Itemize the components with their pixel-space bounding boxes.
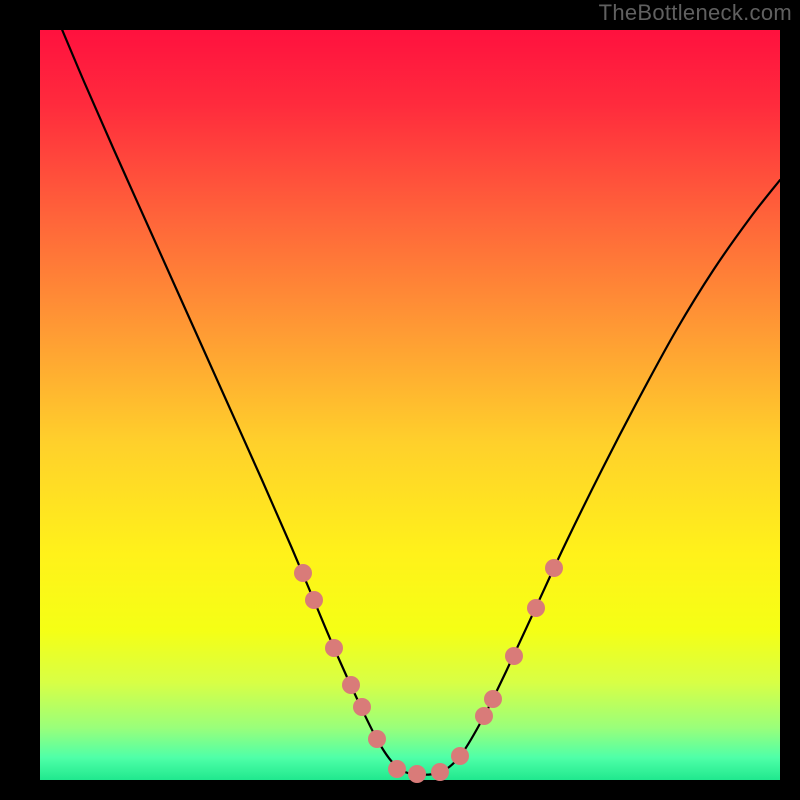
chart-stage: TheBottleneck.com xyxy=(0,0,800,800)
data-marker xyxy=(353,698,371,716)
data-marker xyxy=(294,564,312,582)
data-marker xyxy=(475,707,493,725)
plot-area xyxy=(40,30,780,780)
data-marker xyxy=(305,591,323,609)
watermark-text: TheBottleneck.com xyxy=(599,0,792,26)
data-marker xyxy=(368,730,386,748)
data-marker xyxy=(431,763,449,781)
curve-svg xyxy=(40,30,780,780)
data-marker xyxy=(388,760,406,778)
data-marker xyxy=(325,639,343,657)
data-marker xyxy=(484,690,502,708)
data-marker xyxy=(342,676,360,694)
data-marker xyxy=(408,765,426,783)
data-marker xyxy=(527,599,545,617)
data-marker xyxy=(545,559,563,577)
bottleneck-curve xyxy=(62,30,780,775)
data-marker xyxy=(451,747,469,765)
data-marker xyxy=(505,647,523,665)
